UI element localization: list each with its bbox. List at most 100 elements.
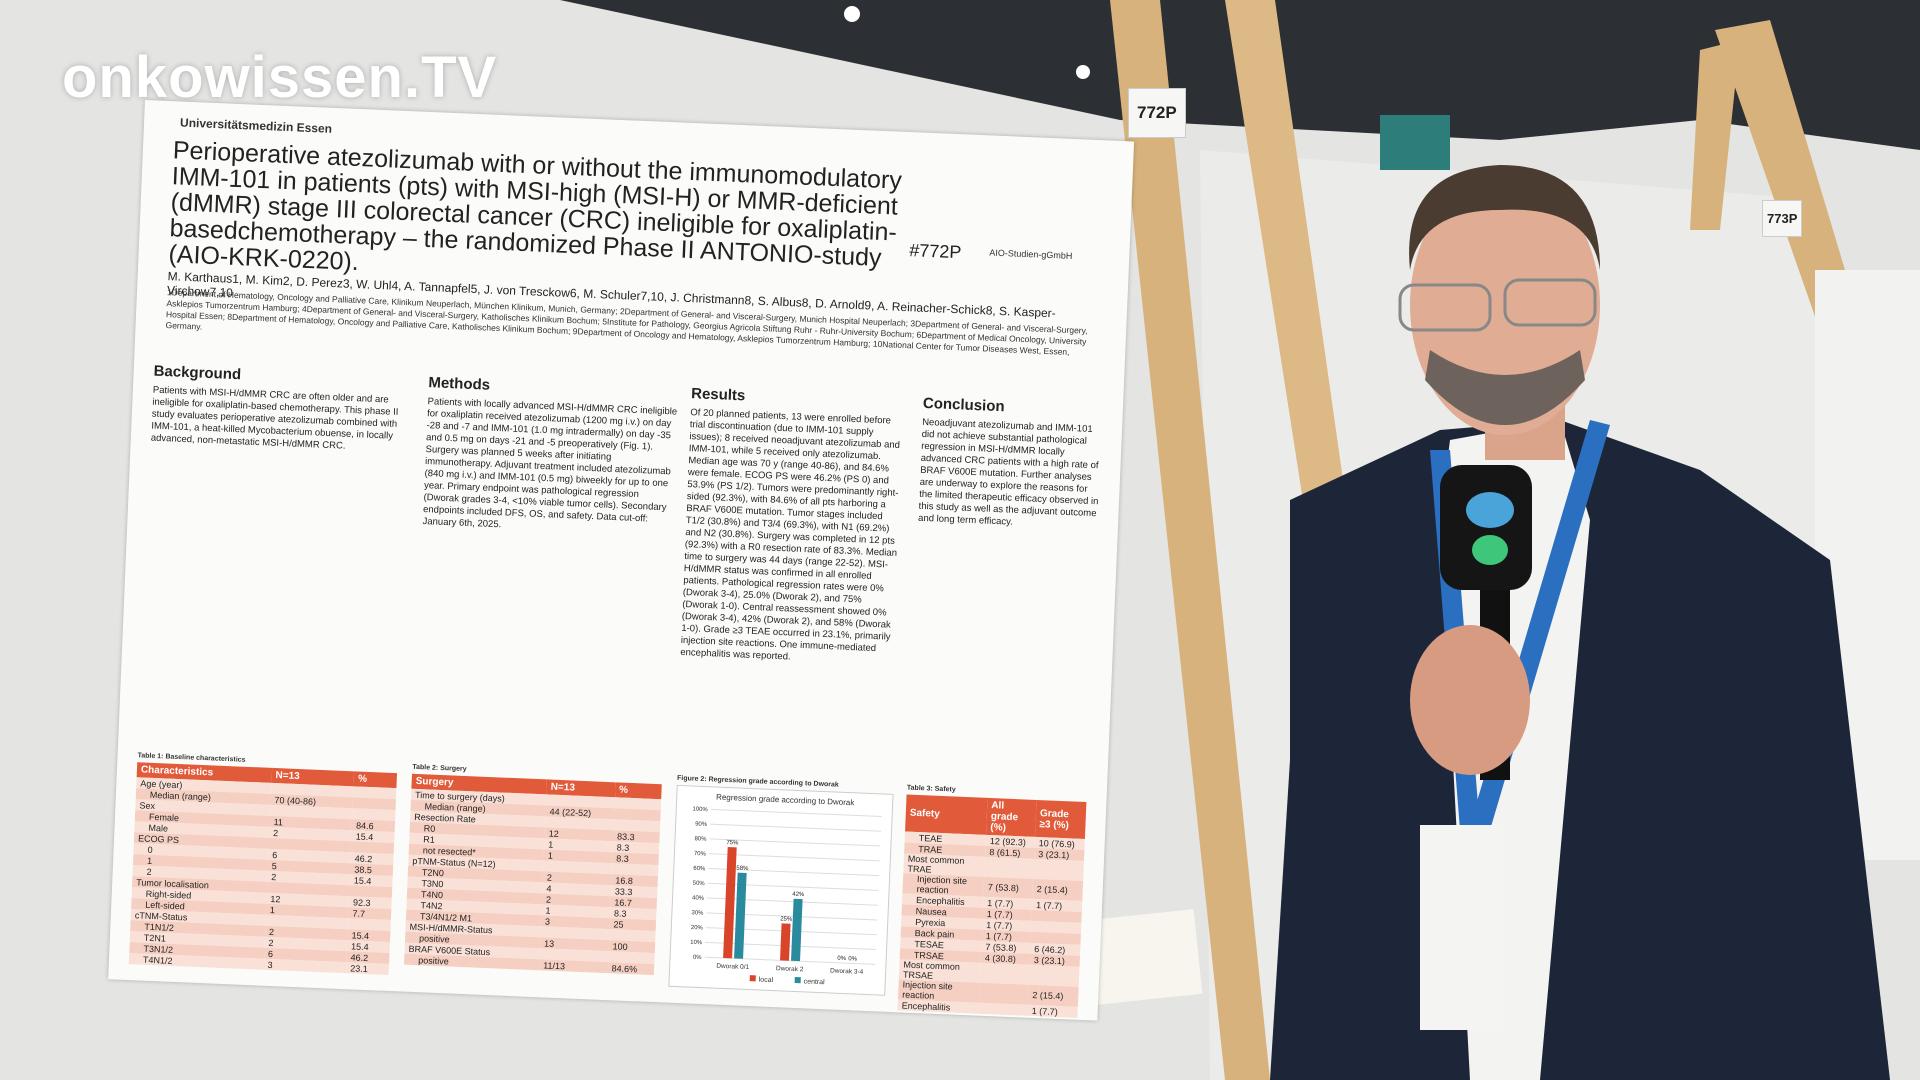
y-tick-label: 80% (694, 836, 707, 843)
poster-table: Table 1: Baseline characteristics Charact… (128, 752, 398, 975)
table-cell: 23.1 (345, 962, 390, 975)
y-tick-label: 50% (693, 881, 706, 888)
section-heading: Conclusion (922, 394, 1005, 416)
table-cell: 2 (15.4) (1032, 878, 1084, 901)
grid-line (705, 941, 877, 951)
value-label: 0% (837, 956, 847, 962)
legend-label: central (804, 978, 826, 986)
y-tick-label: 0% (693, 955, 703, 961)
poster-section: Background Patients with MSI-H/dMMR CRC a… (138, 363, 414, 754)
table-cell (979, 982, 1029, 1005)
poster-table: Table 3: Safety Safety All grade (%) Grade … (897, 785, 1087, 1018)
header-cell: Grade ≥3 (%) (1034, 799, 1087, 840)
institution: Universitätsmedizin Essen (179, 115, 333, 136)
hair (1409, 165, 1600, 270)
y-tick-label: 40% (692, 895, 705, 902)
mic-flag-logo (1466, 492, 1514, 528)
glasses (1398, 283, 1492, 332)
y-tick-label: 30% (691, 910, 704, 917)
board-number: 773P (1762, 200, 1803, 237)
table-cell (978, 1002, 1028, 1016)
sponsor: AIO-Studien-gGmbH (989, 247, 1073, 261)
section-text: Patients with locally advanced MSI-H/dMM… (422, 396, 678, 531)
grid-line (710, 808, 882, 817)
value-label: 75% (726, 840, 739, 847)
section-text: Of 20 planned patients, 13 were enrolled… (680, 407, 901, 663)
grid-line (708, 853, 880, 862)
x-tick-label: Dworak 2 (776, 965, 804, 973)
poster: Universitätsmedizin Essen Perioperative … (108, 100, 1135, 1021)
board-number: 772P (1128, 88, 1186, 138)
teal-panel (1380, 115, 1450, 170)
table: Characteristics N=13% Age (year) Median (ra… (128, 762, 398, 975)
legend-label: local (759, 976, 774, 984)
mic-flag-logo (1472, 535, 1508, 565)
y-tick-label: 100% (692, 807, 708, 814)
poster-section: Methods Patients with locally advanced MS… (413, 374, 679, 764)
beard (1425, 350, 1585, 425)
poster-section: Results Of 20 planned patients, 13 were e… (676, 385, 907, 774)
grid-line (704, 956, 876, 965)
table-cell: 11/13 (539, 959, 608, 974)
bar (734, 872, 747, 959)
table-cell (1033, 858, 1084, 881)
table-cell (1028, 964, 1080, 987)
header-cell: Safety (905, 794, 988, 835)
chart-title: Regression grade according to Dworak (716, 793, 856, 808)
table-cell: Injection site reaction (898, 979, 980, 1003)
y-tick-label: 20% (691, 925, 704, 932)
grid-line (706, 912, 878, 921)
table: Safety All grade (%) Grade ≥3 (%) TEAE 12 (9… (897, 794, 1087, 1018)
table-cell (979, 962, 1030, 985)
grid-line (707, 882, 879, 891)
y-tick-label: 60% (693, 866, 706, 873)
bar (791, 898, 803, 962)
name-badge (1420, 825, 1505, 1030)
wooden-post (1690, 40, 1740, 230)
header-cell: All grade (%) (986, 797, 1037, 837)
y-tick-label: 90% (695, 821, 708, 828)
glasses (1503, 278, 1597, 327)
wooden-post (1110, 0, 1270, 1080)
ceiling-light (844, 6, 860, 22)
section-text: Neoadjuvant atezolizumab and IMM-101 did… (917, 416, 1099, 528)
x-tick-label: Dworak 0/1 (716, 963, 750, 971)
grid-line (709, 838, 881, 847)
table-cell: 84.6% (607, 962, 655, 976)
table-cell: 3 (263, 958, 347, 974)
y-tick-label: 70% (694, 851, 707, 858)
poster-section: Conclusion Neoadjuvant atezolizumab and I… (907, 395, 1103, 782)
bar (723, 847, 737, 959)
note-paper (1084, 909, 1203, 1006)
grid-line (705, 927, 877, 936)
table-cell: Encephalitis (897, 999, 980, 1014)
grid-line (710, 823, 882, 832)
channel-logo: onkowissen.TV (62, 45, 498, 110)
table: Surgery N=13% Time to surgery (days) Median… (404, 773, 662, 976)
value-label: 42% (792, 892, 805, 899)
table-cell: 1 (7.7) (1027, 1004, 1078, 1018)
value-label: 58% (736, 866, 749, 873)
bar-chart: Regression grade according to Dworak 0% 1… (668, 784, 894, 996)
poster-id: #772P (908, 240, 962, 263)
grid-line (708, 867, 880, 877)
table-cell: Most common TRAE (903, 853, 986, 877)
poster-table: Table 2: Surgery Surgery N=13% Time to surg… (404, 764, 662, 976)
header-cell: % (353, 771, 398, 789)
table-cell: 2 (15.4) (1027, 984, 1079, 1007)
section-heading: Results (690, 385, 746, 405)
grid-line (707, 897, 878, 906)
y-tick-label: 10% (690, 940, 703, 947)
figure: Figure 2: Regression grade according to … (668, 775, 894, 1001)
table-cell (984, 856, 1035, 879)
hand (1410, 625, 1530, 775)
table-cell: 7 (53.8) (983, 876, 1034, 899)
wooden-post (1225, 0, 1360, 610)
ceiling-light (1076, 65, 1090, 79)
bar (780, 923, 791, 961)
value-label: 0% (848, 956, 858, 962)
value-label: 25% (780, 916, 793, 923)
legend-swatch (794, 976, 801, 984)
x-tick-label: Dworak 3-4 (830, 967, 864, 975)
